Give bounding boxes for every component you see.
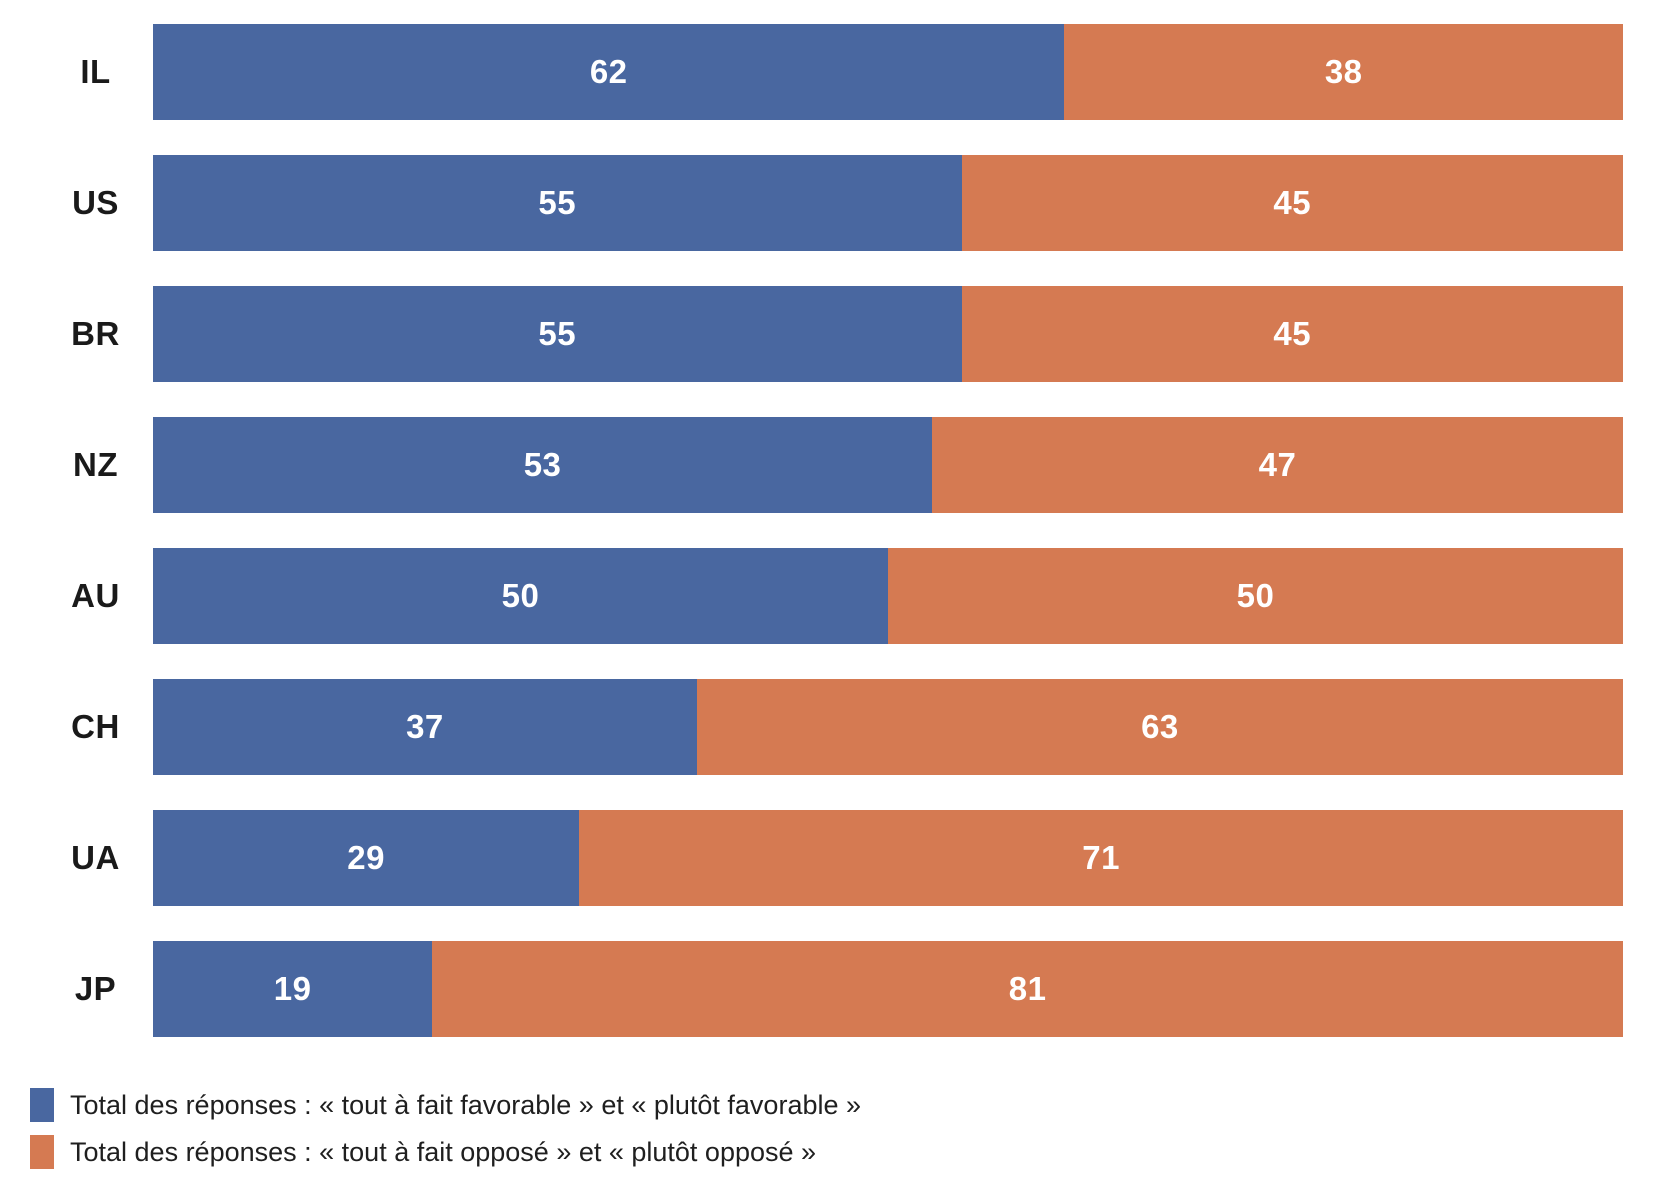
legend-swatch [30,1088,54,1122]
value-label: 47 [1258,446,1297,483]
favorable-bar-segment: 37 [153,679,697,775]
opposed-bar-segment: 47 [932,417,1623,513]
value-label: 63 [1141,708,1179,745]
chart-row: UA 29 71 [0,810,1664,906]
opposed-bar-segment: 63 [696,679,1623,775]
category-label: BR [71,315,120,352]
bar-track: 55 45 [153,155,1623,251]
bar-track: 55 45 [153,286,1623,382]
value-label: 71 [1082,839,1120,876]
favorable-bar-segment: 55 [153,155,962,251]
favorable-bar-segment: 53 [153,417,933,513]
category-label: AU [71,577,120,614]
legend: Total des réponses : « tout à fait favor… [30,1088,1664,1169]
legend-label: Total des réponses : « tout à fait favor… [70,1089,862,1120]
opposed-bar-segment: 38 [1064,24,1623,120]
value-label: 38 [1324,53,1363,90]
category-label: UA [71,839,120,876]
category-label: CH [71,708,120,745]
favorable-bar-segment: 62 [153,24,1065,120]
value-label: 45 [1273,315,1312,352]
category-label: JP [74,970,117,1007]
legend-label: Total des réponses : « tout à fait oppos… [70,1136,817,1167]
value-label: 81 [1008,970,1047,1007]
opposed-bar-segment: 45 [961,155,1623,251]
category-label: NZ [73,446,118,483]
value-label: 50 [1236,577,1275,614]
favorable-bar-segment: 55 [153,286,962,382]
chart-row: BR 55 45 [0,286,1664,382]
value-label: 62 [589,53,628,90]
category-label: US [72,184,119,221]
favorable-bar-segment: 50 [153,548,888,644]
bar-track: 53 47 [153,417,1623,513]
favorable-bar-segment: 29 [153,810,580,906]
opposed-bar-segment: 50 [888,548,1623,644]
chart-row: CH 37 63 [0,679,1664,775]
value-label: 45 [1273,184,1312,221]
legend-swatch [30,1135,54,1169]
bar-track: 62 38 [153,24,1623,120]
favorable-bar-segment: 19 [153,941,433,1037]
value-label: 19 [273,970,312,1007]
value-label: 53 [523,446,562,483]
category-label: IL [80,53,111,90]
opposed-bar-segment: 71 [579,810,1623,906]
value-label: 55 [538,315,577,352]
bar-track: 37 63 [153,679,1623,775]
chart-row: AU 50 50 [0,548,1664,644]
value-label: 50 [501,577,540,614]
chart-row: US 55 45 [0,155,1664,251]
value-label: 55 [538,184,577,221]
value-label: 29 [347,839,385,876]
bar-track: 19 81 [153,941,1623,1037]
opposed-bar-segment: 81 [432,941,1623,1037]
bar-track: 29 71 [153,810,1623,906]
bar-chart-rows: IL 62 38 US 55 45 BR 55 45 NZ 53 47 AU 50 50 CH 37 63 UA 29… [0,24,1664,1037]
value-label: 37 [406,708,444,745]
legend-item: Total des réponses : « tout à fait oppos… [30,1135,1664,1169]
chart-row: IL 62 38 [0,24,1664,120]
legend-item: Total des réponses : « tout à fait favor… [30,1088,1664,1122]
chart-row: NZ 53 47 [0,417,1664,513]
opposed-bar-segment: 45 [961,286,1623,382]
bar-track: 50 50 [153,548,1623,644]
chart-row: JP 19 81 [0,941,1664,1037]
